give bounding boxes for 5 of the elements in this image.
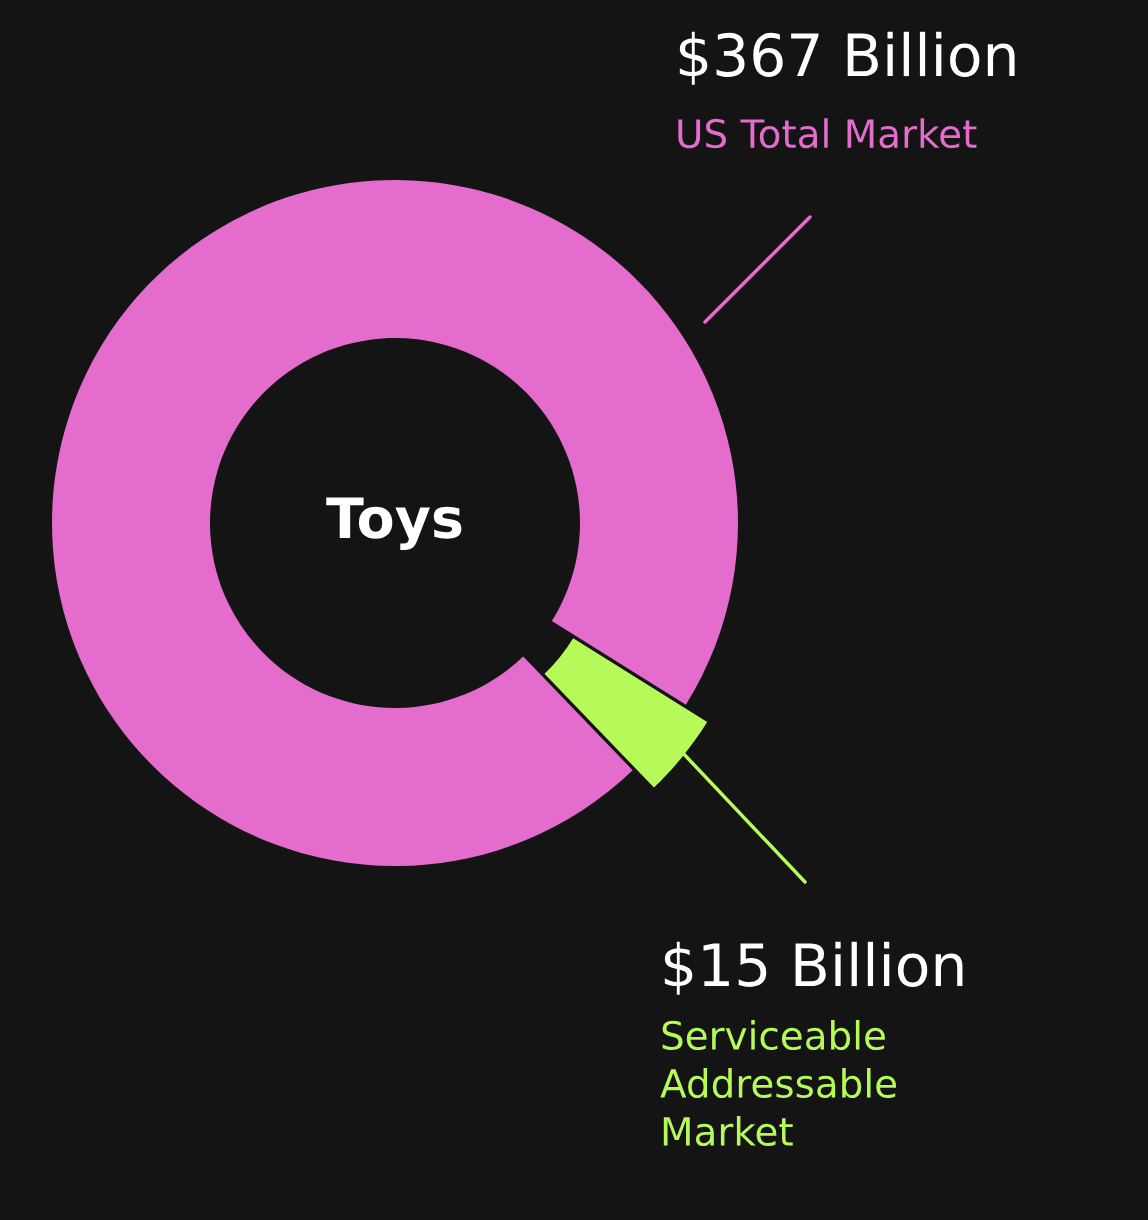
slice-label: US Total Market xyxy=(678,118,977,149)
slice-label: Serviceable Addressable Market xyxy=(660,1020,897,1147)
text: Toys xyxy=(326,497,462,550)
data-label: $367 Billion xyxy=(679,31,1015,85)
data-label: $15 Billion xyxy=(664,941,963,995)
